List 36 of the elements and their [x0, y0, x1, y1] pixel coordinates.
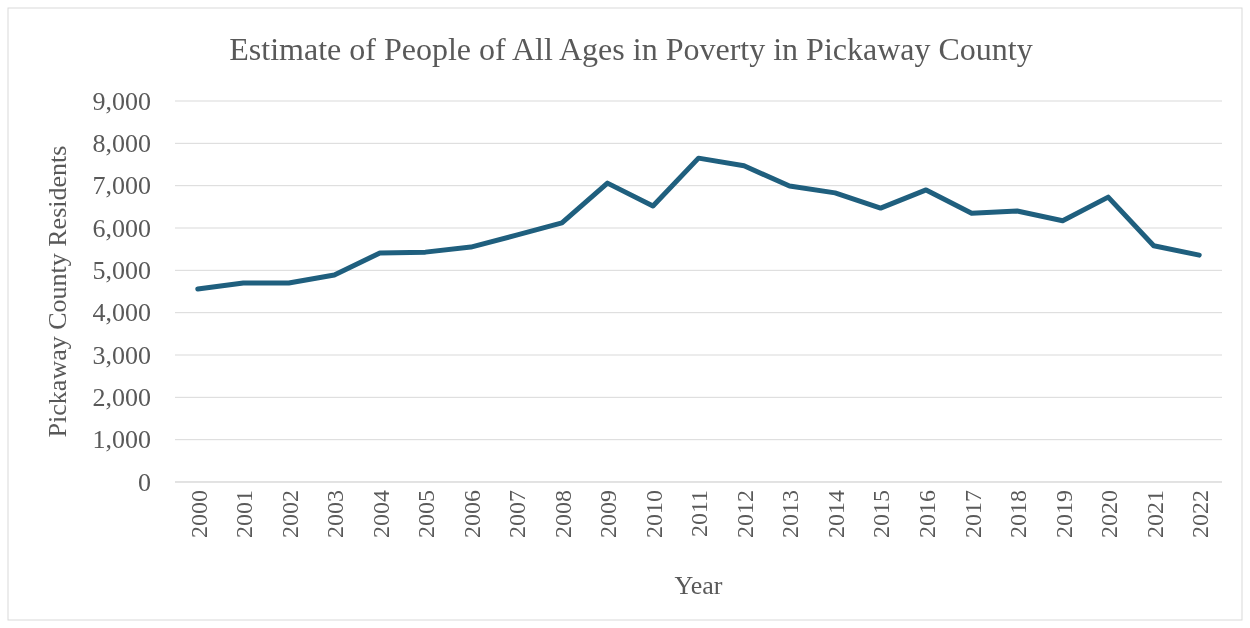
y-tick-label: 8,000	[92, 129, 151, 159]
x-tick-label: 2001	[231, 490, 258, 538]
x-tick-label: 2016	[914, 490, 941, 538]
x-tick-label: 2022	[1187, 490, 1214, 538]
x-tick-label: 2007	[504, 490, 531, 538]
y-tick-label: 7,000	[92, 171, 151, 201]
x-tick-label: 2013	[777, 490, 804, 538]
x-tick-label: 2002	[276, 490, 303, 538]
x-tick-label: 2015	[868, 490, 895, 538]
x-tick-label: 2021	[1141, 490, 1168, 538]
y-tick-label: 3,000	[92, 340, 151, 370]
x-tick-label: 2003	[322, 490, 349, 538]
x-tick-label: 2012	[731, 490, 758, 538]
x-tick-label: 2018	[1005, 490, 1032, 538]
chart-title: Estimate of People of All Ages in Poverty in Pickaway County	[229, 31, 1033, 67]
y-axis-title: Pickaway County Residents	[43, 145, 72, 438]
x-tick-label: 2019	[1050, 490, 1077, 538]
x-axis-title: Year	[674, 571, 723, 600]
x-tick-label: 2000	[185, 490, 212, 538]
x-tick-label: 2004	[367, 490, 394, 538]
x-tick-label: 2017	[959, 490, 986, 538]
y-tick-label: 0	[138, 467, 151, 497]
y-tick-label: 6,000	[92, 213, 151, 243]
y-tick-label: 2,000	[92, 383, 151, 413]
x-tick-label: 2005	[413, 490, 440, 538]
x-tick-label: 2008	[549, 490, 576, 538]
y-tick-label: 9,000	[92, 86, 151, 116]
x-tick-label: 2020	[1096, 490, 1123, 538]
x-tick-label: 2009	[595, 490, 622, 538]
y-tick-label: 5,000	[92, 256, 151, 286]
x-tick-label: 2011	[686, 490, 713, 538]
x-tick-label: 2010	[640, 490, 667, 538]
y-tick-label: 4,000	[92, 298, 151, 328]
x-tick-label: 2014	[822, 490, 849, 538]
x-tick-label: 2006	[458, 490, 485, 538]
y-tick-label: 1,000	[92, 425, 151, 455]
